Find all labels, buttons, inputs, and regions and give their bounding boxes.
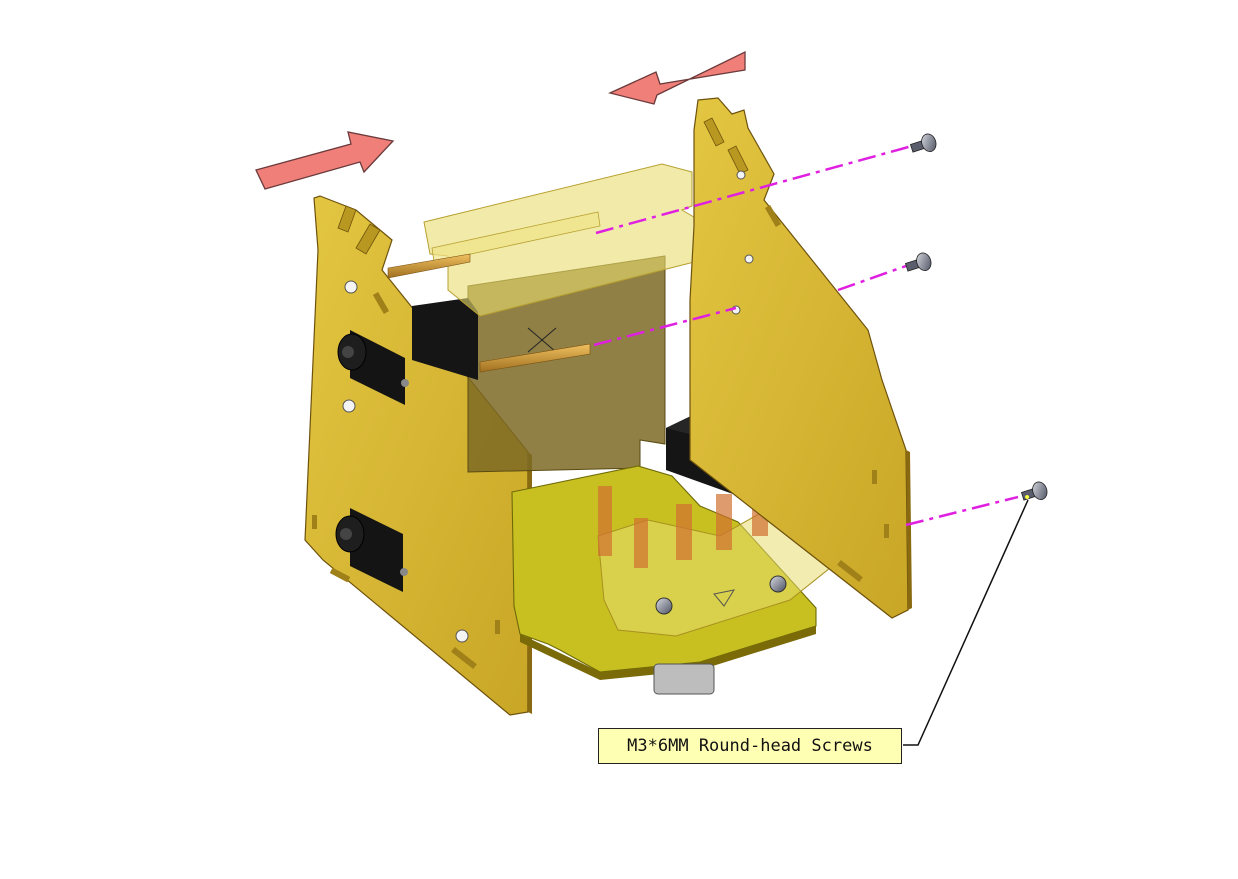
left-servo-lower <box>335 508 408 592</box>
left-servo-upper <box>337 330 409 405</box>
back-servo <box>412 298 478 380</box>
screw-callout-label: M3*6MM Round-head Screws <box>598 728 902 764</box>
screw-icon <box>909 133 937 153</box>
left-side-panel <box>304 195 532 716</box>
arrow-icon <box>608 50 746 105</box>
screw-icon <box>904 252 932 272</box>
screw-guide-lines <box>593 144 1019 527</box>
arrow-icon <box>255 131 395 190</box>
callout-leader-line <box>903 499 1029 746</box>
screw-icon <box>1020 481 1048 501</box>
right-side-panel <box>689 97 912 619</box>
